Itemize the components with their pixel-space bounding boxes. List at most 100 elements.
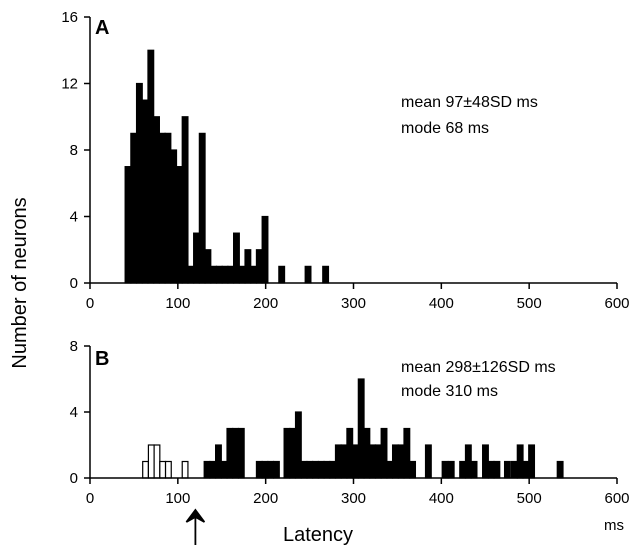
panel-b-bar: [403, 427, 411, 479]
panel-b-bar: [267, 460, 275, 479]
panel-a-bar: [238, 265, 246, 284]
panel-b-bar: [380, 427, 388, 479]
panel-a-bar: [153, 116, 160, 284]
panel-b-bar: [556, 460, 564, 479]
panel-a-x-tick-label: 200: [253, 295, 278, 312]
panel-a-bar: [255, 249, 263, 284]
panel-a-mode-annotation: mode 68 ms: [401, 120, 489, 137]
panel-b-bar: [159, 460, 167, 479]
panel-a-bar: [187, 265, 195, 284]
panel-b-bar: [470, 460, 478, 479]
panel-b-bar: [391, 444, 399, 479]
panel-b-x-tick-label: 400: [429, 490, 454, 507]
panel-b-bar: [363, 427, 371, 479]
panel-b-bar: [447, 460, 455, 479]
panel-b-bar: [153, 444, 161, 479]
panel-a-bar: [233, 232, 240, 284]
panel-b-bar: [441, 460, 449, 479]
panel-b-bar: [215, 444, 222, 479]
panel-b-bar: [334, 444, 342, 479]
panel-b-x-tick-label: 0: [86, 490, 94, 507]
panel-b-bar: [142, 460, 150, 479]
panel-b-bar: [409, 460, 417, 479]
panel-a-x-tick-label: 300: [341, 295, 366, 312]
panel-b-bar: [522, 460, 530, 479]
panel-b-bar: [459, 460, 467, 479]
panel-b-bar: [493, 460, 501, 479]
panel-b-bar: [323, 460, 331, 479]
panel-b-bar: [289, 427, 297, 479]
panel-a-bar: [278, 265, 286, 284]
panel-a-bar: [261, 215, 269, 284]
panel-a-bar: [164, 132, 172, 284]
panel-b-bar: [312, 460, 319, 479]
panel-b-bar: [329, 460, 337, 479]
panel-a-x-tick-label: 500: [517, 295, 542, 312]
panel-a-x-tick-label: 100: [165, 295, 190, 312]
panel-a-bar: [210, 265, 218, 284]
panel-a-bar: [170, 149, 178, 284]
panel-b-bar: [255, 460, 263, 479]
panel-b-bar: [340, 444, 348, 479]
panel-b-bar: [283, 427, 291, 479]
panel-b-y-tick-label: 4: [70, 404, 78, 421]
panel-a-bar: [124, 166, 132, 284]
panel-b-bar: [346, 427, 354, 479]
panel-a-bar: [135, 82, 143, 284]
panel-b-x-tick-label: 200: [253, 490, 278, 507]
panel-b-bar: [397, 444, 405, 479]
panel-a-x-tick-label: 0: [86, 295, 94, 312]
panel-a-letter: A: [95, 17, 109, 39]
panel-a-bar: [158, 132, 166, 284]
panel-b-bar: [209, 460, 217, 479]
panel-b-mode-annotation: mode 310 ms: [401, 383, 498, 400]
panel-a-bar: [198, 132, 206, 284]
panel-b-x-tick-label: 100: [165, 490, 190, 507]
panel-b-bar: [482, 444, 489, 479]
panel-a-bar: [147, 49, 155, 284]
panel-b-bar: [164, 460, 172, 479]
panel-a-y-tick-label: 12: [61, 76, 78, 93]
panel-a-bar: [304, 265, 312, 284]
panel-b-bar: [294, 411, 302, 479]
panel-b-bar: [369, 444, 377, 479]
panel-b-bar: [374, 444, 382, 479]
panel-b-bar: [203, 460, 211, 479]
panel-b-bar: [226, 427, 234, 479]
panel-b-bar: [357, 378, 365, 479]
panel-b-bar: [424, 444, 432, 479]
panel-b-bar: [220, 460, 228, 479]
panel-a-histogram: 0 4 8 12 16 0 100 200 300 400 500 600: [61, 9, 629, 312]
panel-b-mean-annotation: mean 298±126SD ms: [401, 359, 556, 376]
panel-b-bar: [386, 460, 394, 479]
panel-b-bar: [232, 427, 240, 479]
panel-b-x-tick-label: 300: [341, 490, 366, 507]
panel-a-x-tick-label: 600: [604, 295, 629, 312]
panel-a-bar: [221, 265, 229, 284]
panel-a-bar: [227, 265, 235, 284]
panel-a-y-tick-label: 0: [70, 275, 78, 292]
panel-a-bar: [193, 232, 200, 284]
x-axis-title: Latency: [283, 524, 353, 546]
panel-b-bar: [181, 460, 189, 479]
panel-a-bar: [130, 132, 138, 284]
panel-a-y-tick-label: 16: [61, 9, 78, 26]
panel-b-x-tick-label: 500: [517, 490, 542, 507]
panel-b-y-tick-label: 0: [70, 470, 78, 487]
panel-b-bar: [306, 460, 314, 479]
y-axis-title: Number of neurons: [9, 197, 31, 368]
panel-a-bar: [215, 265, 223, 284]
panel-b-bar: [464, 444, 472, 479]
panel-b-bar: [528, 444, 536, 479]
panel-b-bar: [237, 427, 245, 479]
panel-b-bar: [511, 460, 518, 479]
panel-a-y-tick-label: 8: [70, 142, 78, 159]
panel-a-bar: [250, 265, 258, 284]
panel-b-bar: [503, 460, 511, 479]
x-axis-unit: ms: [604, 517, 624, 534]
panel-a-y-tick-label: 4: [70, 209, 78, 226]
panel-b-histogram: 0 4 8 0 100 200 300 400 500 600: [70, 338, 630, 507]
panel-b-bar: [272, 460, 280, 479]
panel-a-bar: [175, 166, 183, 284]
